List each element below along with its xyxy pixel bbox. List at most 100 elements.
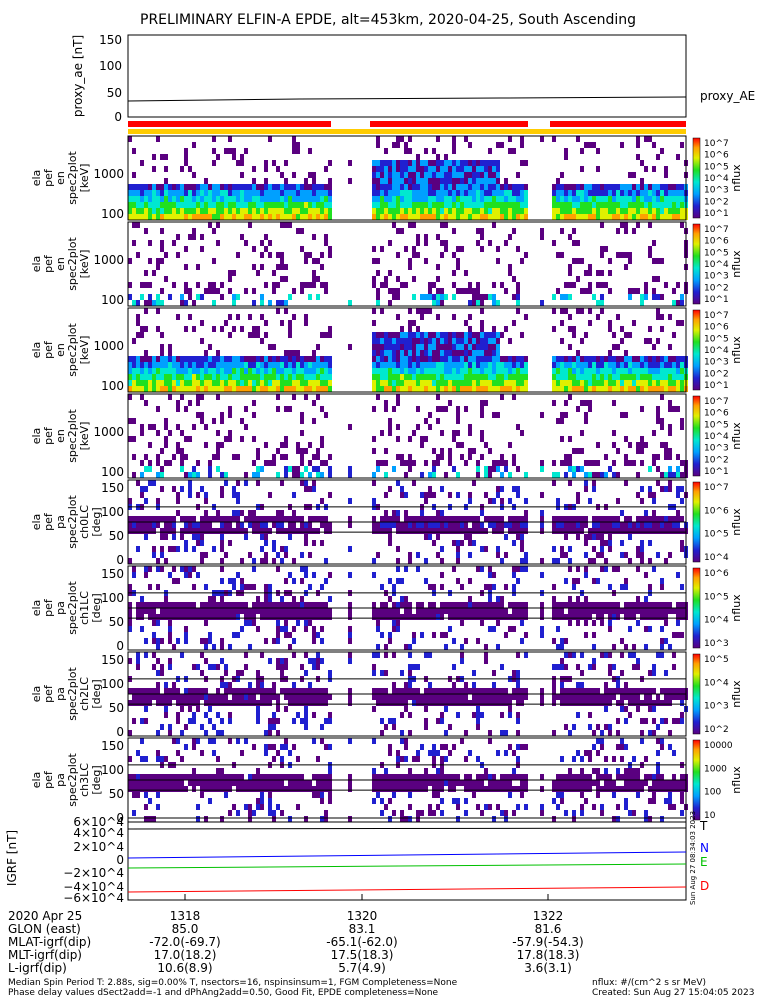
heatmap-cell (264, 202, 268, 208)
heatmap-cell (644, 356, 648, 362)
heatmap-cell (632, 228, 636, 234)
heatmap-cell (492, 380, 496, 386)
heatmap-cell (616, 252, 620, 258)
heatmap-cell (188, 700, 192, 706)
heatmap-cell (680, 584, 684, 590)
heatmap-cell (212, 596, 216, 602)
heatmap-cell (676, 320, 680, 326)
heatmap-cell (552, 682, 556, 688)
heatmap-cell (200, 552, 204, 558)
heatmap-cell (312, 184, 316, 190)
heatmap-cell (176, 738, 180, 744)
heatmap-cell (492, 344, 496, 350)
heatmap-cell (380, 380, 384, 386)
heatmap-cell (508, 516, 512, 522)
heatmap-cell (540, 412, 544, 418)
heatmap-cell (220, 516, 224, 522)
heatmap-cell (520, 214, 524, 220)
heatmap-cell (384, 670, 388, 676)
heatmap-cell (504, 214, 508, 220)
heatmap-cell (224, 522, 228, 528)
heatmap-cell (464, 202, 468, 208)
heatmap-cell (384, 386, 388, 392)
heatmap-cell (672, 332, 676, 338)
heatmap-cell (520, 540, 524, 546)
heatmap-cell (416, 516, 420, 522)
heatmap-cell (636, 142, 640, 148)
heatmap-cell (148, 442, 152, 448)
heatmap-cell (620, 326, 624, 332)
heatmap-cell (216, 448, 220, 454)
heatmap-cell (300, 386, 304, 392)
heatmap-cell (308, 190, 312, 196)
heatmap-cell (500, 196, 504, 202)
heatmap-cell (444, 644, 448, 650)
heatmap-cell (396, 700, 400, 706)
heatmap-cell (248, 332, 252, 338)
heatmap-cell (200, 780, 204, 786)
heatmap-cell (176, 448, 180, 454)
heatmap-cell (472, 694, 476, 700)
heatmap-cell (612, 208, 616, 214)
heatmap-cell (376, 196, 380, 202)
heatmap-cell (164, 528, 168, 534)
heatmap-cell (636, 492, 640, 498)
heatmap-cell (392, 718, 396, 724)
heatmap-cell (160, 332, 164, 338)
heatmap-cell (408, 386, 412, 392)
heatmap-cell (320, 472, 324, 478)
heatmap-cell (176, 214, 180, 220)
heatmap-cell (592, 374, 596, 380)
heatmap-cell (164, 252, 168, 258)
heatmap-cell (432, 492, 436, 498)
heatmap-cell (588, 380, 592, 386)
heatmap-cell (200, 338, 204, 344)
heatmap-cell (672, 694, 676, 700)
heatmap-cell (612, 374, 616, 380)
heatmap-cell (652, 190, 656, 196)
heatmap-cell (292, 350, 296, 356)
heatmap-cell (624, 214, 628, 220)
heatmap-cell (396, 436, 400, 442)
heatmap-cell (160, 608, 164, 614)
heatmap-cell (648, 540, 652, 546)
heatmap-cell (312, 386, 316, 392)
heatmap-cell (484, 644, 488, 650)
heatmap-cell (664, 282, 668, 288)
heatmap-cell (652, 718, 656, 724)
heatmap-cell (384, 362, 388, 368)
heatmap-cell (224, 516, 228, 522)
heatmap-cell (492, 214, 496, 220)
heatmap-cell (320, 202, 324, 208)
heatmap-cell (212, 282, 216, 288)
heatmap-cell (600, 540, 604, 546)
heatmap-cell (464, 368, 468, 374)
heatmap-cell (436, 214, 440, 220)
heatmap-cell (632, 644, 636, 650)
heatmap-cell (636, 472, 640, 478)
heatmap-cell (132, 454, 136, 460)
y-tick-label: 100 (101, 465, 124, 479)
heatmap-cell (668, 400, 672, 406)
heatmap-cell (380, 602, 384, 608)
heatmap-cell (312, 270, 316, 276)
heatmap-cell (156, 614, 160, 620)
heatmap-cell (456, 344, 460, 350)
heatmap-cell (640, 602, 644, 608)
heatmap-cell (312, 700, 316, 706)
heatmap-cell (308, 252, 312, 258)
heatmap-cell (168, 294, 172, 300)
heatmap-cell (264, 584, 268, 590)
heatmap-cell (468, 454, 472, 460)
heatmap-cell (680, 368, 684, 374)
heatmap-cell (432, 202, 436, 208)
heatmap-cell (572, 208, 576, 214)
heatmap-cell (564, 700, 568, 706)
heatmap-cell (504, 202, 508, 208)
heatmap-cell (600, 362, 604, 368)
heatmap-cell (296, 528, 300, 534)
heatmap-cell (328, 694, 332, 700)
heatmap-cell (224, 552, 228, 558)
heatmap-cell (648, 608, 652, 614)
heatmap-cell (372, 688, 376, 694)
